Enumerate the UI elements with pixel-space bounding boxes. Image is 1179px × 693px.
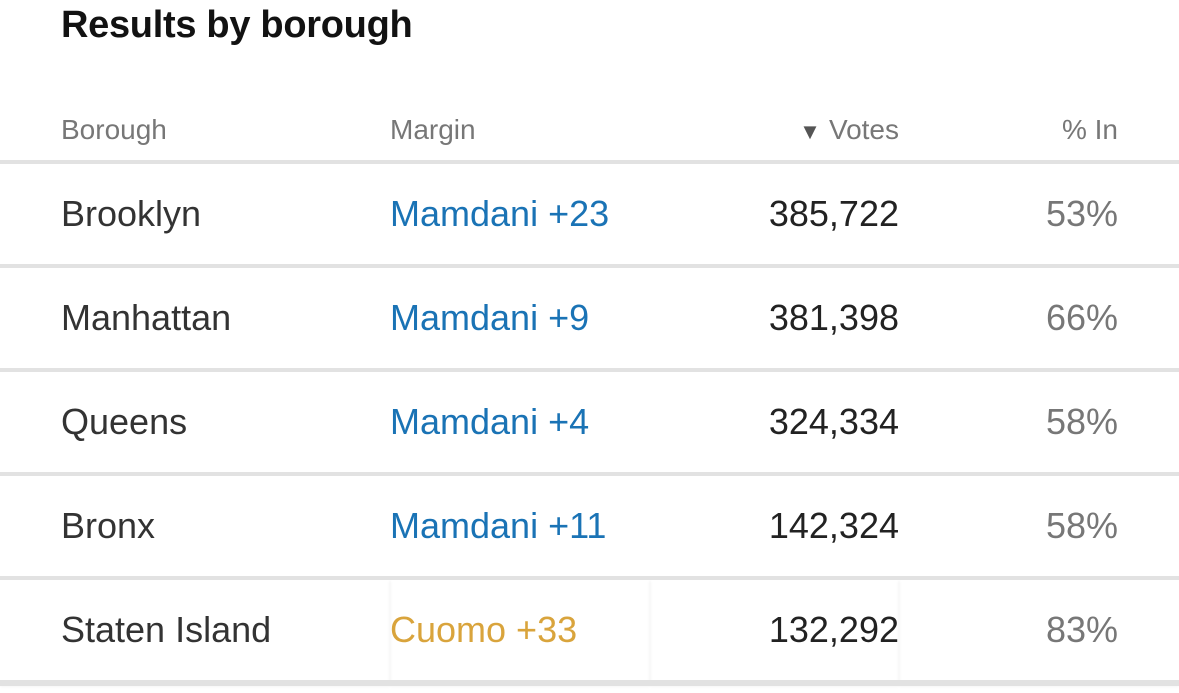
- margin-cell: Mamdani +9: [390, 266, 650, 372]
- votes-cell: 381,398: [650, 266, 899, 372]
- votes-header-label: Votes: [828, 114, 899, 145]
- borough-cell: Brooklyn: [0, 162, 390, 268]
- table-row: Bronx Mamdani +11 142,324 58%: [0, 474, 1179, 580]
- section-title: Results by borough: [61, 4, 413, 46]
- borough-cell: Bronx: [0, 474, 390, 580]
- column-header-borough[interactable]: Borough: [0, 100, 390, 164]
- pct-in-cell: 83%: [899, 578, 1179, 686]
- column-header-pct-in[interactable]: % In: [899, 100, 1179, 164]
- margin-cell: Cuomo +33: [390, 578, 650, 686]
- borough-cell: Manhattan: [0, 266, 390, 372]
- sort-descending-icon: ▼: [799, 119, 821, 144]
- pct-in-cell: 53%: [899, 162, 1179, 268]
- column-header-margin[interactable]: Margin: [390, 100, 650, 164]
- borough-results-table: Borough Margin ▼ Votes % In Brooklyn Mamda…: [0, 100, 1179, 686]
- votes-cell: 142,324: [650, 474, 899, 580]
- borough-cell: Staten Island: [0, 578, 390, 686]
- votes-cell: 132,292: [650, 578, 899, 686]
- pct-in-cell: 58%: [899, 370, 1179, 476]
- pct-in-cell: 58%: [899, 474, 1179, 580]
- votes-cell: 385,722: [650, 162, 899, 268]
- pct-in-cell: 66%: [899, 266, 1179, 372]
- borough-cell: Queens: [0, 370, 390, 476]
- margin-cell: Mamdani +4: [390, 370, 650, 476]
- table-row: Queens Mamdani +4 324,334 58%: [0, 370, 1179, 476]
- table-header-row: Borough Margin ▼ Votes % In: [0, 100, 1179, 164]
- table-row: Brooklyn Mamdani +23 385,722 53%: [0, 162, 1179, 268]
- margin-cell: Mamdani +11: [390, 474, 650, 580]
- table-row: Manhattan Mamdani +9 381,398 66%: [0, 266, 1179, 372]
- votes-cell: 324,334: [650, 370, 899, 476]
- margin-cell: Mamdani +23: [390, 162, 650, 268]
- column-header-votes[interactable]: ▼ Votes: [650, 100, 899, 164]
- table-row: Staten Island Cuomo +33 132,292 83%: [0, 578, 1179, 686]
